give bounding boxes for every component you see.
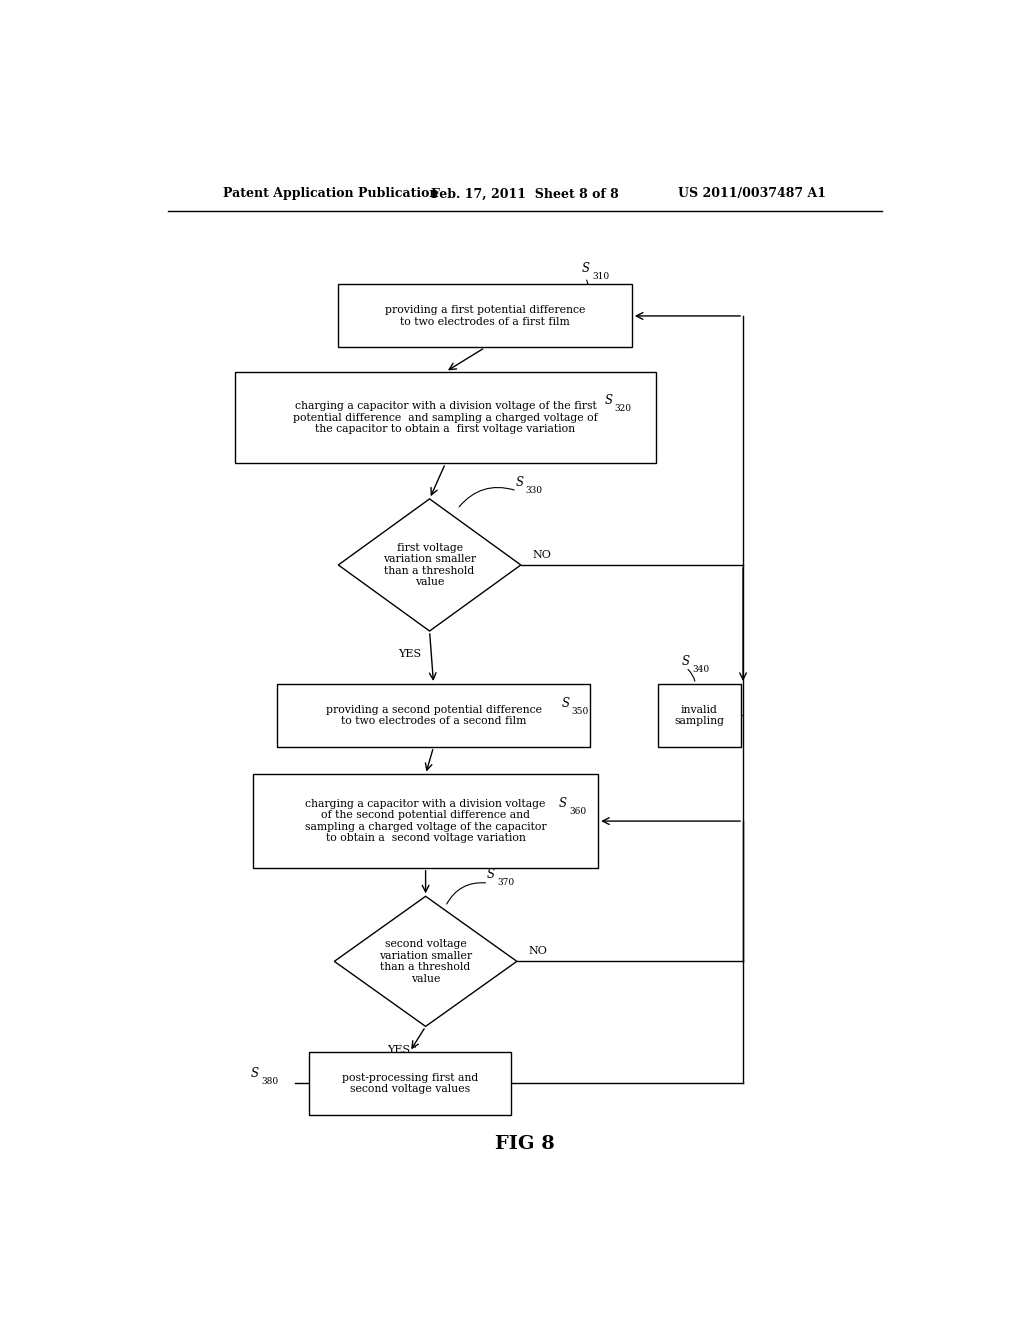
Text: S: S [515, 475, 523, 488]
Text: 330: 330 [525, 486, 543, 495]
Text: providing a first potential difference
to two electrodes of a first film: providing a first potential difference t… [385, 305, 586, 327]
Text: providing a second potential difference
to two electrodes of a second film: providing a second potential difference … [326, 705, 542, 726]
Text: first voltage
variation smaller
than a threshold
value: first voltage variation smaller than a t… [383, 543, 476, 587]
FancyBboxPatch shape [308, 1052, 511, 1115]
Text: charging a capacitor with a division voltage
of the second potential difference : charging a capacitor with a division vol… [305, 799, 547, 843]
Polygon shape [334, 896, 517, 1027]
Text: Feb. 17, 2011  Sheet 8 of 8: Feb. 17, 2011 Sheet 8 of 8 [431, 187, 618, 201]
Text: S: S [486, 869, 495, 880]
Text: YES ': YES ' [387, 1044, 417, 1055]
Text: 380: 380 [261, 1077, 279, 1086]
FancyBboxPatch shape [657, 684, 741, 747]
Text: S: S [604, 395, 612, 408]
Text: Patent Application Publication: Patent Application Publication [223, 187, 438, 201]
FancyBboxPatch shape [338, 284, 632, 347]
Text: charging a capacitor with a division voltage of the first
potential difference  : charging a capacitor with a division vol… [293, 401, 598, 434]
Text: S: S [251, 1068, 259, 1080]
Polygon shape [338, 499, 521, 631]
FancyBboxPatch shape [236, 372, 655, 463]
Text: US 2011/0037487 A1: US 2011/0037487 A1 [678, 187, 826, 201]
Text: 310: 310 [592, 272, 609, 281]
Text: 340: 340 [692, 665, 710, 673]
FancyBboxPatch shape [276, 684, 590, 747]
Text: NO: NO [532, 550, 552, 560]
Text: FIG 8: FIG 8 [495, 1135, 555, 1154]
Text: 360: 360 [569, 807, 587, 816]
Text: 370: 370 [497, 878, 514, 887]
Text: invalid
sampling: invalid sampling [675, 705, 724, 726]
Text: S: S [561, 697, 569, 710]
Text: post-processing first and
second voltage values: post-processing first and second voltage… [342, 1073, 478, 1094]
Text: NO: NO [528, 946, 548, 956]
FancyBboxPatch shape [253, 775, 598, 867]
Text: 350: 350 [571, 708, 589, 717]
Text: 320: 320 [614, 404, 632, 413]
Text: S: S [582, 263, 590, 276]
Text: S: S [559, 797, 567, 810]
Text: S: S [682, 655, 690, 668]
Text: YES: YES [398, 649, 421, 659]
Text: second voltage
variation smaller
than a threshold
value: second voltage variation smaller than a … [379, 939, 472, 983]
